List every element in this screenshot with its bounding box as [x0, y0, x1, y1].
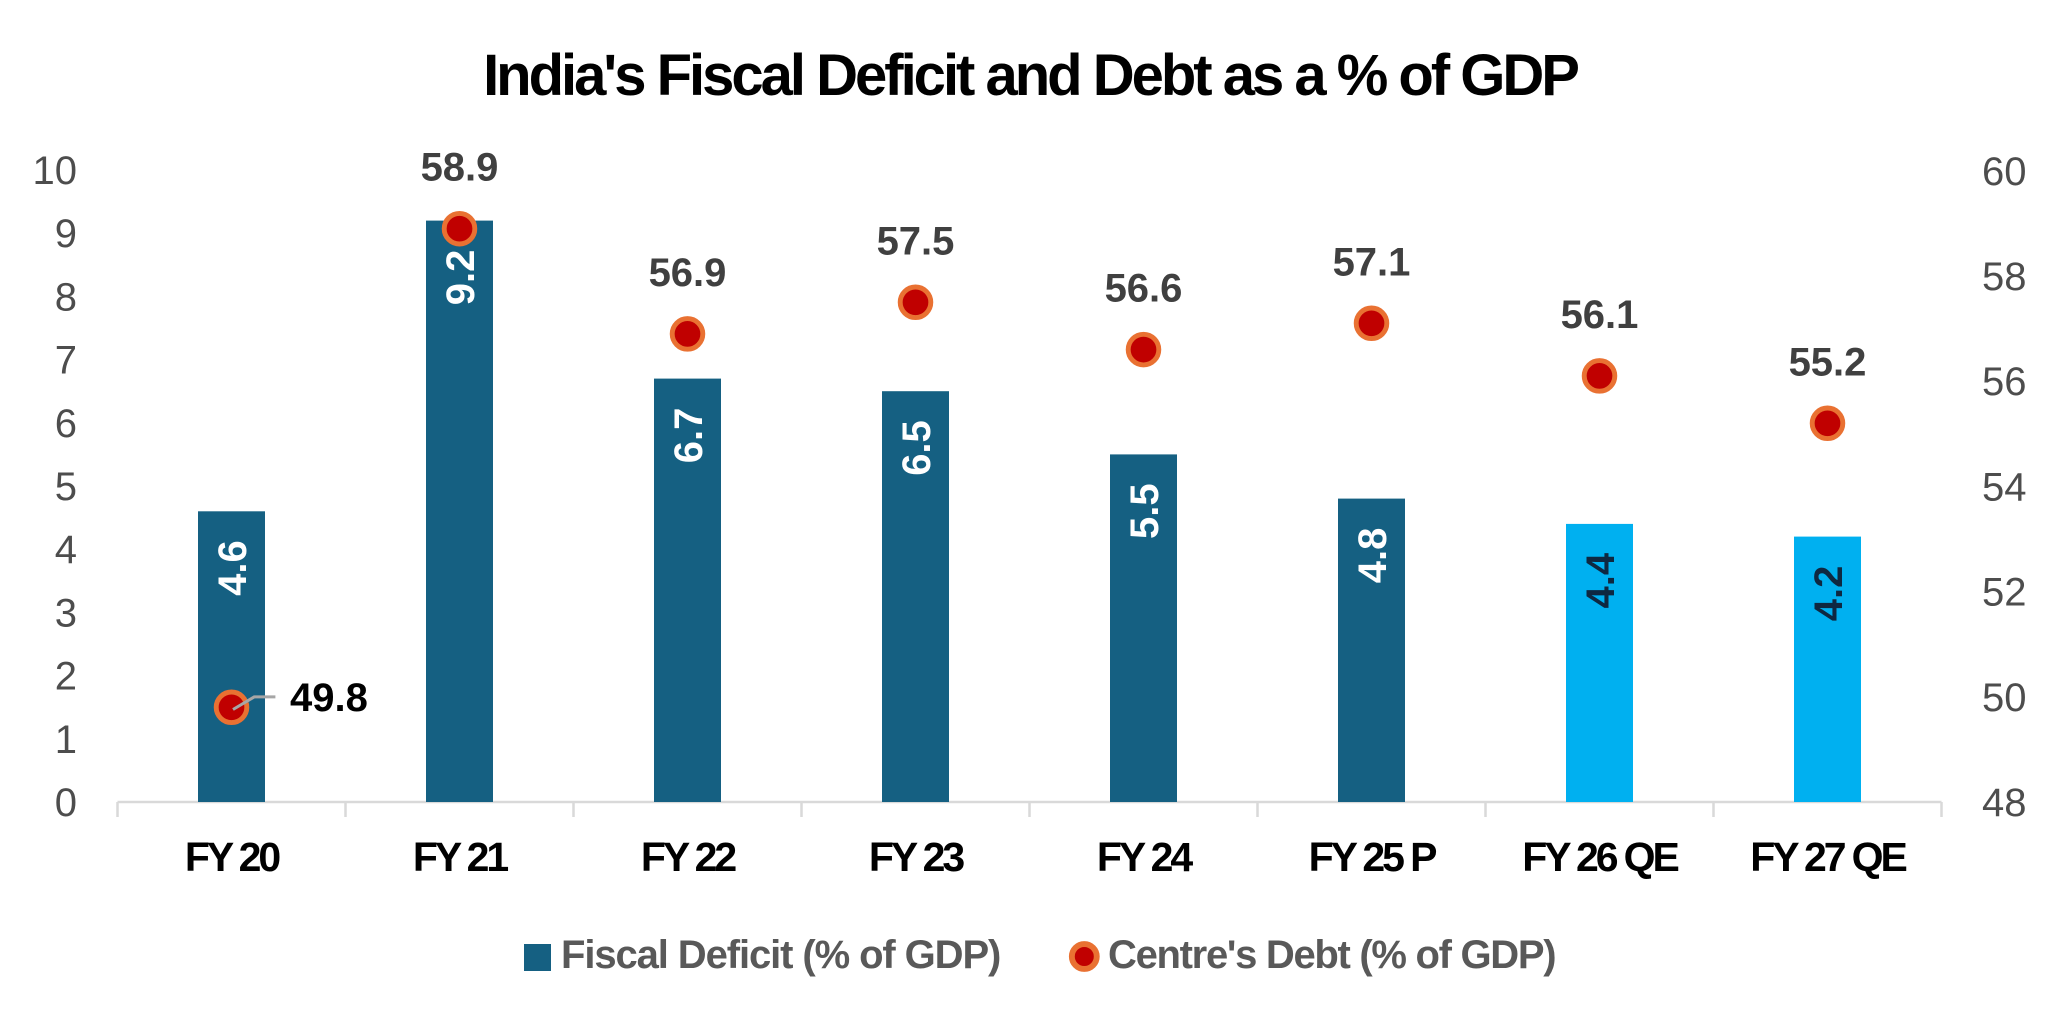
svg-text:52: 52: [1982, 571, 2027, 615]
svg-text:55.2: 55.2: [1789, 340, 1867, 384]
svg-text:9: 9: [55, 212, 77, 256]
svg-text:FY 23: FY 23: [869, 834, 964, 880]
svg-text:5.5: 5.5: [1123, 483, 1167, 539]
svg-text:3: 3: [55, 591, 77, 635]
svg-text:FY 25 P: FY 25 P: [1309, 834, 1436, 880]
svg-text:48: 48: [1982, 781, 2027, 825]
svg-text:9.2: 9.2: [439, 250, 483, 306]
svg-text:FY 26 QE: FY 26 QE: [1522, 834, 1678, 880]
svg-text:2: 2: [55, 655, 77, 699]
svg-text:FY 22: FY 22: [641, 834, 736, 880]
svg-text:10: 10: [33, 149, 78, 193]
svg-text:6.7: 6.7: [667, 408, 711, 464]
svg-text:FY 20: FY 20: [185, 834, 280, 880]
svg-text:57.5: 57.5: [877, 219, 955, 263]
svg-text:58: 58: [1982, 255, 2027, 299]
svg-text:7: 7: [55, 339, 77, 383]
svg-text:India's Fiscal Deficit and Deb: India's Fiscal Deficit and Debt as a % o…: [483, 43, 1578, 108]
svg-text:1: 1: [55, 718, 77, 762]
svg-text:4.6: 4.6: [211, 540, 255, 596]
svg-text:4.8: 4.8: [1351, 528, 1395, 584]
svg-text:6.5: 6.5: [895, 420, 939, 476]
svg-text:4.4: 4.4: [1579, 552, 1623, 608]
svg-text:50: 50: [1982, 676, 2027, 720]
svg-text:4.2: 4.2: [1807, 566, 1851, 622]
svg-text:60: 60: [1982, 150, 2027, 194]
svg-text:56: 56: [1982, 360, 2027, 404]
svg-text:Centre's Debt (% of GDP): Centre's Debt (% of GDP): [1108, 933, 1555, 977]
svg-text:56.9: 56.9: [649, 251, 727, 295]
svg-text:8: 8: [55, 275, 77, 319]
svg-text:FY 24: FY 24: [1097, 834, 1193, 880]
svg-text:56.6: 56.6: [1105, 267, 1183, 311]
svg-text:56.1: 56.1: [1561, 293, 1639, 337]
svg-text:57.1: 57.1: [1333, 240, 1411, 284]
svg-text:FY 27 QE: FY 27 QE: [1750, 834, 1906, 880]
svg-text:54: 54: [1982, 465, 2027, 509]
svg-text:6: 6: [55, 402, 77, 446]
svg-text:FY 21: FY 21: [413, 834, 508, 880]
svg-text:5: 5: [55, 465, 77, 509]
svg-text:4: 4: [55, 528, 77, 572]
svg-text:0: 0: [55, 781, 77, 825]
svg-text:Fiscal Deficit (% of GDP): Fiscal Deficit (% of GDP): [561, 933, 1000, 977]
svg-text:49.8: 49.8: [290, 676, 368, 720]
svg-text:58.9: 58.9: [421, 146, 499, 190]
